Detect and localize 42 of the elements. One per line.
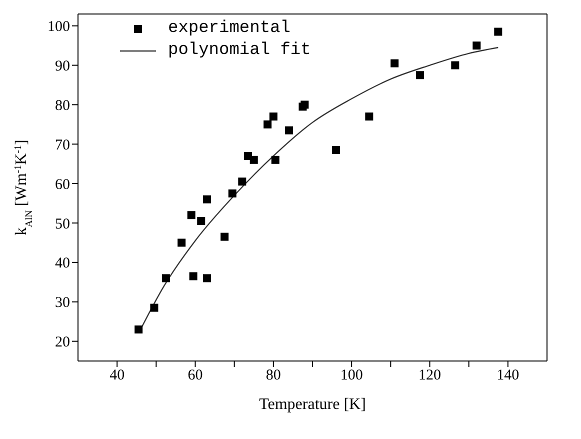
point <box>494 28 502 36</box>
x-axis-title: Temperature [K] <box>259 396 366 413</box>
y-tick-label: 60 <box>55 176 70 193</box>
point <box>197 217 206 226</box>
x-tick-label: 140 <box>496 368 520 384</box>
point <box>250 156 258 164</box>
legend-label: polynomial fit <box>168 40 311 62</box>
point <box>365 112 374 121</box>
point <box>285 126 294 134</box>
point <box>472 42 481 50</box>
point <box>264 120 272 128</box>
point <box>202 195 211 204</box>
point <box>332 146 340 154</box>
point <box>150 304 158 312</box>
point <box>390 59 399 68</box>
point <box>134 325 143 334</box>
y-tick-label: 90 <box>55 58 70 75</box>
x-tick-label: 80 <box>266 368 281 384</box>
y-tick-label: 80 <box>55 98 70 114</box>
legend-label: experimental <box>168 18 290 40</box>
point <box>238 178 246 186</box>
point <box>228 189 236 198</box>
point <box>178 238 186 247</box>
point <box>220 232 229 241</box>
x-tick-label: 100 <box>340 368 363 384</box>
point <box>451 61 460 70</box>
point <box>187 211 196 220</box>
y-tick-label: 70 <box>55 137 70 154</box>
y-tick-label: 20 <box>55 334 70 351</box>
point <box>202 274 211 282</box>
y-tick-label: 30 <box>55 295 70 312</box>
x-tick-label: 60 <box>188 368 203 384</box>
point <box>189 272 198 280</box>
point <box>162 274 170 282</box>
point <box>416 71 424 80</box>
x-tick-label: 120 <box>418 368 441 384</box>
point <box>269 112 278 121</box>
y-tick-label: 40 <box>55 256 70 272</box>
y-tick-label: 100 <box>48 19 70 36</box>
x-tick-label: 40 <box>110 368 125 384</box>
point <box>271 156 280 164</box>
y-tick-label: 50 <box>55 216 70 232</box>
